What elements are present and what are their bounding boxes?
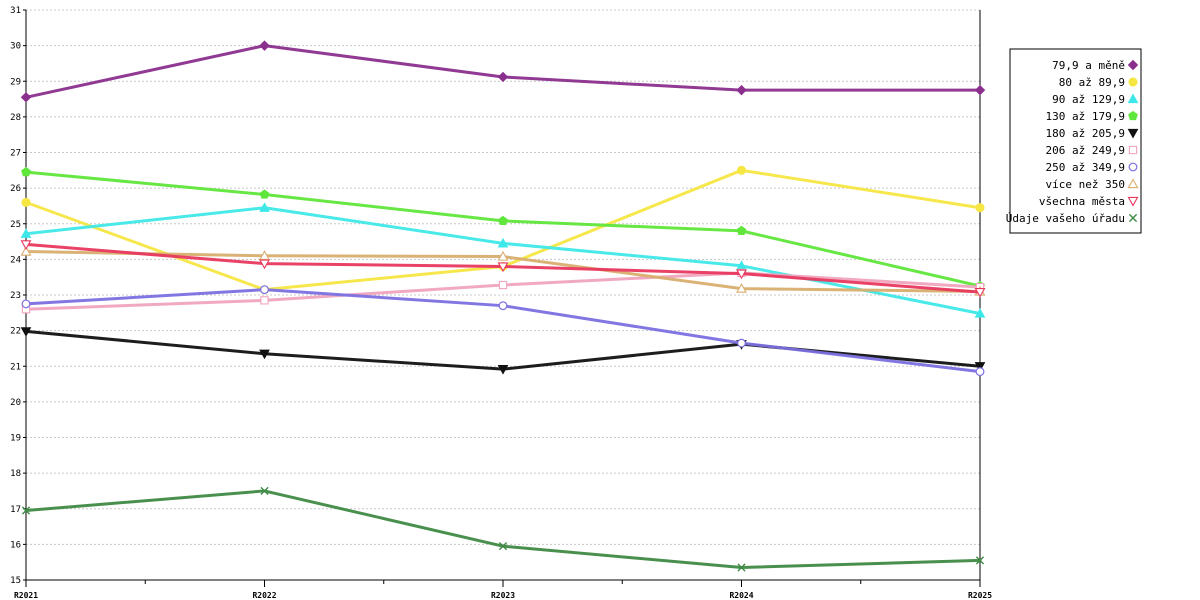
y-tick-label: 23 bbox=[10, 291, 21, 301]
y-tick-label: 31 bbox=[10, 6, 21, 16]
data-point bbox=[737, 338, 746, 348]
data-point bbox=[498, 542, 508, 551]
axes: 15 16 17 18 19 20 21 22 23 24 25 26 27 28 29 30 31 R2021 R… bbox=[10, 6, 992, 600]
y-tick-label: 15 bbox=[10, 576, 21, 586]
data-point bbox=[974, 84, 986, 96]
y-tick-label: 22 bbox=[10, 327, 21, 337]
y-tick-label: 16 bbox=[10, 540, 21, 550]
data-point bbox=[21, 197, 31, 207]
data-point bbox=[497, 262, 509, 273]
series-1 bbox=[20, 40, 986, 103]
data-point bbox=[736, 165, 747, 175]
data-point bbox=[21, 166, 31, 177]
data-point bbox=[260, 285, 269, 295]
data-point bbox=[259, 40, 270, 51]
data-point bbox=[20, 240, 32, 251]
y-tick-label: 19 bbox=[10, 434, 21, 444]
series-line bbox=[24, 329, 982, 371]
x-tick-label: R2025 bbox=[968, 591, 992, 600]
data-point bbox=[260, 296, 269, 305]
x-tick-label: R2023 bbox=[491, 591, 515, 600]
data-point bbox=[259, 349, 270, 360]
data-point bbox=[737, 563, 746, 572]
data-point bbox=[975, 203, 985, 213]
data-point bbox=[497, 237, 509, 248]
legend-marker bbox=[1128, 110, 1138, 121]
data-point bbox=[975, 556, 985, 565]
legend-box bbox=[1009, 48, 1142, 234]
series-10 bbox=[21, 486, 985, 572]
data-point bbox=[736, 225, 747, 236]
y-tick-label: 27 bbox=[10, 149, 21, 159]
y-tick-label: 30 bbox=[10, 42, 21, 52]
y-tick-label: 17 bbox=[10, 505, 21, 515]
data-point bbox=[498, 301, 508, 311]
y-tick-label: 20 bbox=[10, 398, 21, 408]
legend-marker bbox=[1127, 59, 1139, 71]
legend: 79,9 a měně 80 až 89,9 90 až 129,9 130 až 1… bbox=[1006, 48, 1142, 234]
legend-entry: všechna města bbox=[1039, 195, 1125, 208]
data-point bbox=[259, 189, 270, 199]
legend-marker bbox=[1128, 162, 1138, 172]
x-tick-label: R2024 bbox=[729, 591, 753, 600]
legend-marker bbox=[1127, 128, 1139, 139]
series-3 bbox=[20, 202, 986, 318]
data-point bbox=[974, 287, 986, 298]
series-7 bbox=[21, 285, 985, 377]
data-point bbox=[259, 202, 270, 212]
legend-entry: 90 až 129,9 bbox=[1052, 93, 1125, 106]
data-point bbox=[497, 71, 509, 83]
legend-marker bbox=[1127, 93, 1139, 104]
legend-entry: Údaje vašeho úřadu bbox=[1006, 212, 1125, 225]
data-point bbox=[497, 365, 509, 375]
data-point bbox=[497, 250, 509, 261]
legend-entry: 80 až 89,9 bbox=[1059, 76, 1125, 89]
data-point bbox=[736, 269, 747, 280]
legend-entry: 130 až 179,9 bbox=[1046, 110, 1125, 123]
series-4 bbox=[21, 166, 985, 291]
data-point bbox=[260, 486, 269, 496]
legend-entry: 79,9 a měně bbox=[1052, 59, 1125, 72]
data-point bbox=[974, 307, 986, 318]
y-tick-label: 18 bbox=[10, 469, 21, 479]
legend-marker bbox=[1128, 213, 1138, 223]
legend-entry: 206 až 249,9 bbox=[1046, 144, 1125, 157]
legend-entry: více než 350 bbox=[1046, 178, 1125, 191]
data-point bbox=[974, 362, 986, 372]
legend-marker bbox=[1127, 196, 1139, 207]
y-tick-label: 25 bbox=[10, 220, 21, 230]
data-point bbox=[20, 228, 32, 238]
data-point bbox=[21, 299, 31, 309]
legend-entry: 250 až 349,9 bbox=[1046, 161, 1125, 174]
series-9 bbox=[20, 240, 986, 298]
series-group bbox=[20, 40, 986, 572]
x-tick-label: R2022 bbox=[252, 591, 276, 600]
data-point bbox=[498, 280, 508, 290]
y-tick-label: 21 bbox=[10, 362, 21, 372]
data-point bbox=[259, 250, 270, 260]
series-5 bbox=[20, 327, 986, 375]
data-point bbox=[21, 506, 31, 515]
series-line bbox=[24, 489, 982, 570]
data-point bbox=[736, 282, 747, 293]
data-point bbox=[20, 245, 32, 256]
data-point bbox=[736, 84, 747, 96]
legend-marker bbox=[1128, 145, 1138, 155]
data-point bbox=[975, 367, 985, 377]
data-point bbox=[498, 215, 508, 226]
legend-marker bbox=[1127, 178, 1139, 189]
series-line bbox=[24, 44, 982, 99]
y-tick-label: 24 bbox=[10, 255, 21, 265]
x-tick-label: R2021 bbox=[14, 591, 38, 600]
data-point bbox=[259, 259, 270, 270]
y-tick-label: 29 bbox=[10, 77, 21, 87]
legend-entry: 180 až 205,9 bbox=[1046, 127, 1125, 140]
data-point bbox=[20, 327, 32, 337]
legend-marker bbox=[1128, 77, 1138, 87]
y-tick-label: 28 bbox=[10, 113, 21, 123]
data-point bbox=[20, 92, 32, 103]
y-tick-label: 26 bbox=[10, 184, 21, 194]
